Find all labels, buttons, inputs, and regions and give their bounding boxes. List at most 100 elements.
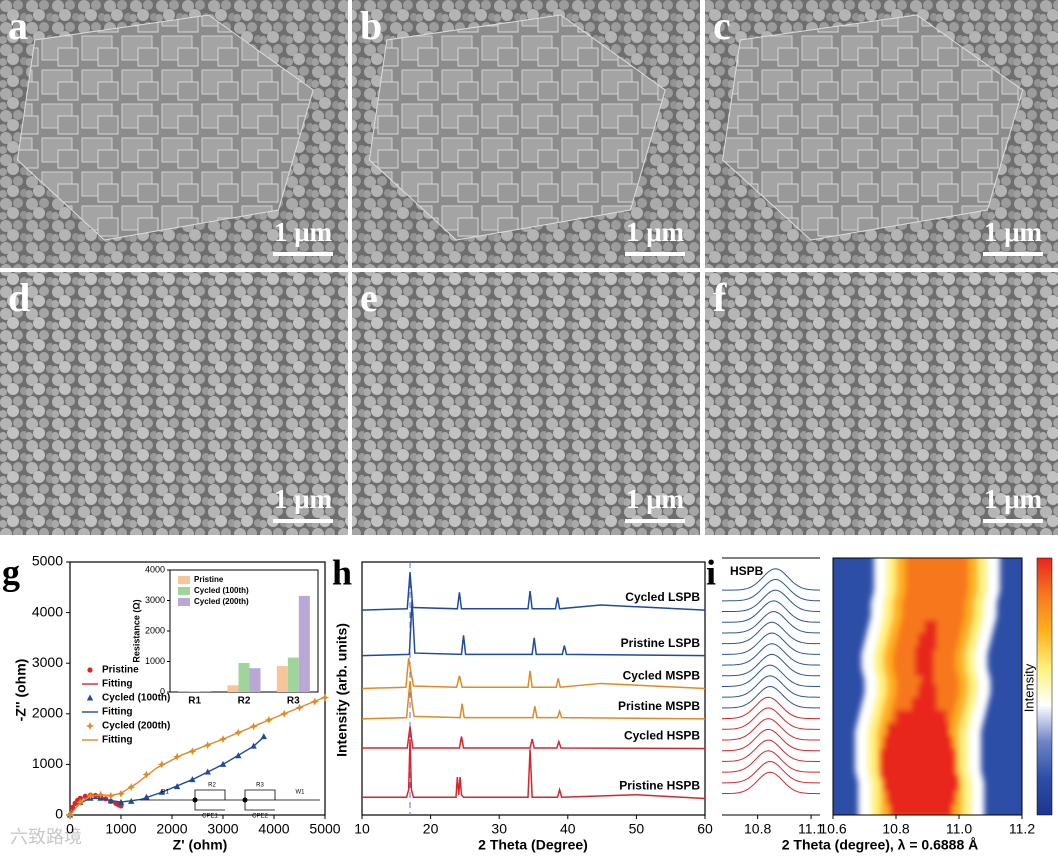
legend-marker [87,667,93,673]
legend-swatch [178,587,190,595]
heatmap [833,558,1022,815]
x-tick-label: 0 [66,821,74,837]
core-cell [911,697,937,715]
x-axis-label: Z' (ohm) [173,837,228,853]
sem-texture [352,272,700,535]
circuit-label: R3 [256,783,264,789]
x-tick-label: 10 [354,821,370,837]
y-tick-label: 4000 [145,564,165,574]
x-tick-label: 10.8 [744,821,771,837]
core-cell [918,633,937,650]
bar [276,666,288,692]
core-cell [880,748,956,766]
legend-swatch [178,576,190,584]
bar [227,685,239,692]
series-label: Pristine LSPB [621,636,701,650]
y-tick-label: 2000 [32,705,63,721]
trace [721,761,821,784]
core-cell [883,774,959,792]
sem-images: a 1 μm b 1 μm c 1 μm d 1 μm e 1 μm f 1 μm [0,0,1058,535]
x-tick-label: R1 [188,696,201,707]
trace [721,600,821,623]
legend-marker [86,722,94,730]
trace [721,771,821,795]
core-cell [880,761,956,779]
legend-label: Pristine [194,575,224,584]
x-tick-label: 4000 [258,821,289,837]
legend-swatch [178,598,190,606]
plot-frame [69,561,326,816]
x-tick-label: 30 [491,821,507,837]
sem-texture [0,272,348,535]
panel-label: b [360,3,382,48]
x-tick-label: 11.2 [1009,821,1035,837]
x-tick-label: 40 [560,821,576,837]
x-tick-label: 60 [697,821,713,837]
legend-label: Fitting [102,679,133,690]
trace [721,739,821,762]
panel-label: g [2,552,20,592]
circuit-label: W1 [296,790,306,796]
trace [721,750,821,773]
series-label: Pristine MSPB [618,699,700,713]
core-cell [918,684,937,702]
core-cell [914,645,934,663]
xrd-pattern [361,680,706,720]
circuit-label: CPE1 [202,814,218,820]
x-tick-label: 11.1 [798,821,824,837]
bar [200,691,212,692]
y-tick-label: 2000 [145,625,165,635]
trace [721,696,821,720]
scale-bar [625,252,685,256]
legend-label: Pristine [102,665,139,676]
y-tick-label: 3000 [32,654,63,670]
scale-bar [273,519,333,523]
trace [721,675,821,698]
xrd-pattern [361,599,706,657]
core-cell [889,800,953,815]
data-point [142,770,151,779]
legend-label: Cycled (200th) [102,721,170,732]
panel-label: h [332,552,352,592]
trace [721,568,821,591]
x-tick-label: 5000 [309,821,340,837]
y-axis-label: Intensity (arb. units) [334,623,350,757]
scale-bar [983,252,1043,256]
data-point [157,760,166,769]
core-cell [896,710,947,728]
y-tick-label: 0 [160,686,165,696]
scale-bar-label: 1 μm [984,484,1043,514]
scale-bar [983,519,1043,523]
trace [721,578,821,602]
legend-label: Cycled (200th) [194,597,249,606]
x-axis-label: 2 Theta (Degree) [478,837,588,853]
core-cell [921,671,934,689]
legend-label: Cycled (100th) [102,693,170,704]
trace [721,686,821,709]
legend-label: Fitting [102,735,133,746]
series-label: Pristine HSPB [619,779,700,793]
x-tick-label: 3000 [207,821,238,837]
series-label: Cycled HSPB [624,729,700,743]
colorbar-label: Intensity [1021,663,1036,712]
circuit-node [192,797,198,803]
core-cell [914,658,934,676]
plot-frame [832,557,1023,816]
y-tick-label: 1000 [145,656,165,666]
trace [721,621,821,645]
x-axis-label: 2 Theta (degree), λ = 0.6888 Å [782,837,978,853]
panel-label: f [713,275,727,320]
x-tick-label: 10.8 [882,821,909,837]
bar [298,595,310,692]
trace [721,611,821,634]
y-tick-label: 0 [55,806,63,822]
x-tick-label: R3 [287,696,300,707]
sem-texture [705,272,1058,535]
bar [238,663,250,692]
scale-bar [273,252,333,256]
xrd-pattern [362,726,706,750]
x-tick-label: R2 [238,696,251,707]
legend-label: Fitting [102,707,133,718]
legend-label: Cycled (100th) [194,586,249,595]
panel-label: i [706,552,716,592]
